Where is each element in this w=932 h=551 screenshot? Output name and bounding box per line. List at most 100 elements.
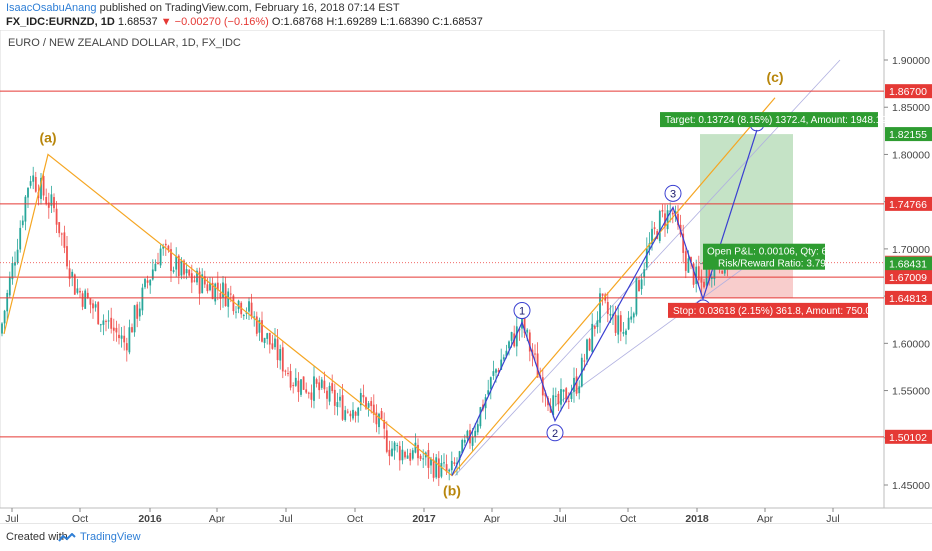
candle-body [435, 457, 438, 478]
candle-body [118, 334, 120, 339]
candle-body [466, 430, 469, 439]
candle-body [357, 407, 360, 416]
x-tick-label: Apr [484, 513, 501, 523]
candle-body [297, 380, 300, 393]
candle-body [560, 389, 562, 405]
candle-body [66, 246, 68, 267]
candle-body [201, 274, 204, 294]
candle-body [97, 302, 100, 325]
candle-body [721, 270, 724, 274]
level-price-tag [885, 290, 932, 305]
candle-body [406, 455, 409, 459]
candle-body [255, 316, 258, 334]
elliott-label: (a) [39, 129, 56, 145]
level-price-label: 1.86700 [889, 86, 927, 98]
candle-body [404, 451, 406, 458]
candle-body [495, 369, 497, 373]
candle-body [398, 446, 401, 461]
candle-body [601, 293, 604, 296]
candle-body [375, 412, 378, 425]
tradingview-brand[interactable]: TradingView [80, 531, 141, 543]
x-tick-label: Oct [620, 513, 636, 523]
level-price-tag [885, 270, 932, 285]
symbol-info: FX_IDC:EURNZD, 1D 1.68537 ▼ −0.00270 (−0… [6, 16, 483, 28]
candle-body [445, 464, 448, 472]
candle-body [323, 380, 326, 390]
chart-area[interactable]: EURO / NEW ZEALAND DOLLAR, 1D, FX_IDC 1.… [0, 29, 932, 525]
level-price-label: 1.64813 [889, 293, 927, 305]
candle-body [196, 270, 198, 283]
candle-body [562, 389, 565, 392]
candle-body [461, 439, 464, 454]
candle-body [14, 262, 16, 266]
candle-body [479, 407, 482, 427]
candle-body [248, 301, 250, 312]
candle-body [180, 260, 183, 276]
candle-body [606, 301, 609, 315]
candle-body [19, 227, 22, 250]
candle-body [487, 390, 490, 395]
candle-body [320, 379, 323, 388]
stop-label-box [668, 302, 868, 318]
candle-body [463, 439, 466, 443]
candle-body [47, 202, 50, 208]
candle-body [630, 316, 633, 320]
candle-body [190, 273, 193, 283]
candle-body [497, 370, 500, 373]
candle-body [391, 448, 393, 456]
x-tick-label: 2018 [685, 513, 709, 523]
candle-body [471, 436, 474, 446]
candle-body [271, 343, 274, 349]
candle-body [648, 243, 651, 250]
candle-body [266, 333, 269, 339]
candle-body [125, 343, 128, 351]
candle-body [617, 315, 620, 335]
candle-body [370, 401, 373, 407]
candle-body [367, 403, 370, 408]
candle-body [53, 197, 55, 209]
candle-body [261, 320, 263, 342]
candle-body [625, 330, 627, 335]
candle-body [149, 279, 152, 286]
publish-info: IsaacOsabuAnang published on TradingView… [6, 2, 400, 14]
candle-body [695, 266, 698, 284]
chart-header: IsaacOsabuAnang published on TradingView… [0, 0, 932, 30]
candle-body [430, 458, 432, 466]
candle-body [185, 269, 188, 274]
candle-body [339, 396, 341, 401]
level-price-label: 1.82155 [889, 129, 927, 141]
candle-body [133, 305, 136, 333]
candle-body [365, 397, 367, 409]
publish-date: published on TradingView.com, February 1… [99, 2, 400, 14]
candle-body [557, 393, 560, 405]
candle-body [164, 243, 167, 246]
candle-body [640, 279, 643, 290]
x-tick-label: 2017 [412, 513, 436, 523]
candle-body [276, 339, 279, 361]
candle-body [664, 213, 666, 227]
candle-body [422, 458, 425, 460]
candle-body [141, 287, 144, 311]
pnl-label-box [703, 243, 825, 270]
candle-body [443, 462, 445, 464]
level-price-label: 1.68431 [889, 259, 927, 271]
candle-body [328, 385, 331, 402]
candle-body [567, 400, 570, 402]
candle-body [281, 347, 284, 372]
candle-body [692, 263, 695, 285]
candle-body [573, 377, 575, 392]
candle-body [352, 409, 354, 419]
author-link[interactable]: IsaacOsabuAnang [6, 2, 97, 14]
price-chart[interactable]: EURO / NEW ZEALAND DOLLAR, 1D, FX_IDC 1.… [0, 29, 932, 525]
level-price-label: 1.74766 [889, 199, 927, 211]
candle-body [385, 430, 388, 452]
candle-body [209, 282, 211, 291]
candle-body [544, 392, 547, 397]
wave-marker [513, 302, 531, 320]
candle-body [427, 450, 430, 468]
candle-body [583, 360, 586, 362]
candle-body [305, 389, 308, 393]
candle-body [157, 262, 159, 265]
candle-body [552, 395, 555, 416]
candle-body [45, 196, 48, 205]
